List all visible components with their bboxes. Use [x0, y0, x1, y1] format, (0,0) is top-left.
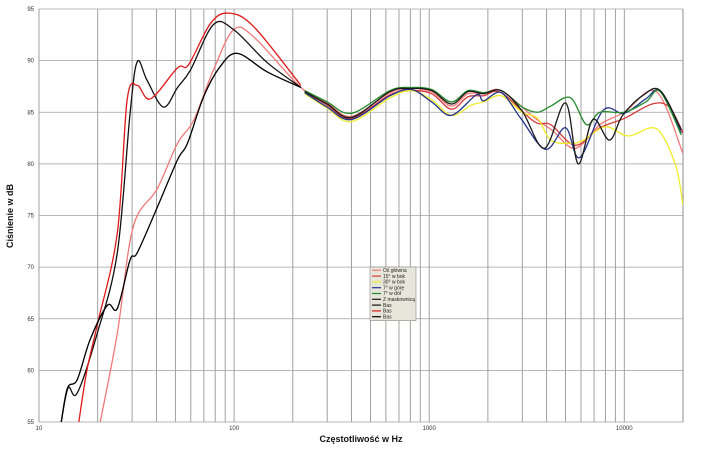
- legend-entry: Oś główna: [383, 268, 407, 274]
- legend-entry: Z maskownicą: [383, 297, 415, 303]
- y-tick-label: 55: [27, 420, 34, 426]
- grid: [38, 8, 684, 423]
- series-line-1: [304, 89, 683, 146]
- x-tick-label: 10000: [616, 426, 633, 432]
- x-tick-label: 10: [36, 426, 43, 432]
- legend-entry: 7° w górę: [383, 285, 404, 291]
- legend-entry: 15° w bok: [383, 274, 406, 280]
- legend-entry: Bas: [383, 314, 392, 320]
- series-line-6: [60, 20, 302, 422]
- y-tick-label: 70: [27, 265, 34, 271]
- y-tick-label: 90: [27, 59, 34, 65]
- series-lines: [60, 12, 683, 422]
- series-line-2: [304, 89, 683, 206]
- y-axis-label: Ciśnienie w dB: [5, 183, 15, 248]
- y-tick-label: 75: [27, 214, 34, 220]
- x-tick-labels: 10 100 1000 10000: [36, 426, 634, 432]
- series-line-0: [99, 26, 683, 422]
- legend-entry: Bas: [383, 309, 392, 315]
- y-tick-labels: 55 60 65 70 75 80 85 90 95: [27, 7, 34, 426]
- legend-entry: Bas: [383, 303, 392, 309]
- y-tick-label: 85: [27, 110, 34, 116]
- y-tick-label: 80: [27, 162, 34, 168]
- y-tick-label: 60: [27, 368, 34, 374]
- x-tick-label: 100: [229, 426, 240, 432]
- series-line-8: [60, 52, 302, 422]
- series-line-5: [304, 87, 682, 165]
- series-line-3: [304, 88, 682, 159]
- legend-entry: 7° w dół: [383, 291, 402, 297]
- y-tick-label: 65: [27, 317, 34, 323]
- x-axis-label: Częstotliwość w Hz: [319, 434, 403, 444]
- y-tick-label: 95: [27, 7, 34, 13]
- legend-entry: 30° w bok: [383, 280, 406, 286]
- x-tick-label: 1000: [423, 426, 437, 432]
